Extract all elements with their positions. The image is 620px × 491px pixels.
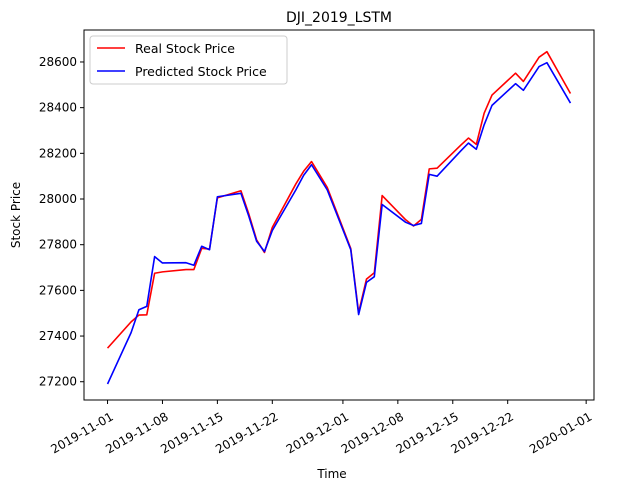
series-layer — [106, 50, 572, 385]
y-tick-label: 28200 — [39, 146, 77, 160]
plot-background — [84, 30, 594, 400]
y-tick-label: 27800 — [39, 238, 77, 252]
y-tick-label: 27600 — [39, 283, 77, 297]
chart-title: DJI_2019_LSTM — [286, 10, 392, 26]
y-tick-label: 28000 — [39, 192, 77, 206]
y-tick-label: 27400 — [39, 329, 77, 343]
x-axis-label: Time — [316, 467, 346, 481]
series-line-predicted — [106, 61, 572, 385]
legend-label-predicted: Predicted Stock Price — [135, 64, 267, 79]
legend-box — [89, 35, 288, 85]
y-tick-label: 28600 — [39, 55, 77, 69]
y-axis: 27200 27400 27600 27800 28000 28200 28400 28600 — [39, 55, 84, 389]
y-tick-label: 28400 — [39, 101, 77, 115]
plot-frame — [83, 29, 595, 401]
legend: Real Stock Price Predicted Stock Price — [89, 35, 288, 85]
plot-area — [83, 29, 595, 401]
y-axis-label: Stock Price — [9, 182, 23, 248]
legend-label-real: Real Stock Price — [135, 41, 235, 56]
y-tick-label: 27200 — [39, 375, 77, 389]
